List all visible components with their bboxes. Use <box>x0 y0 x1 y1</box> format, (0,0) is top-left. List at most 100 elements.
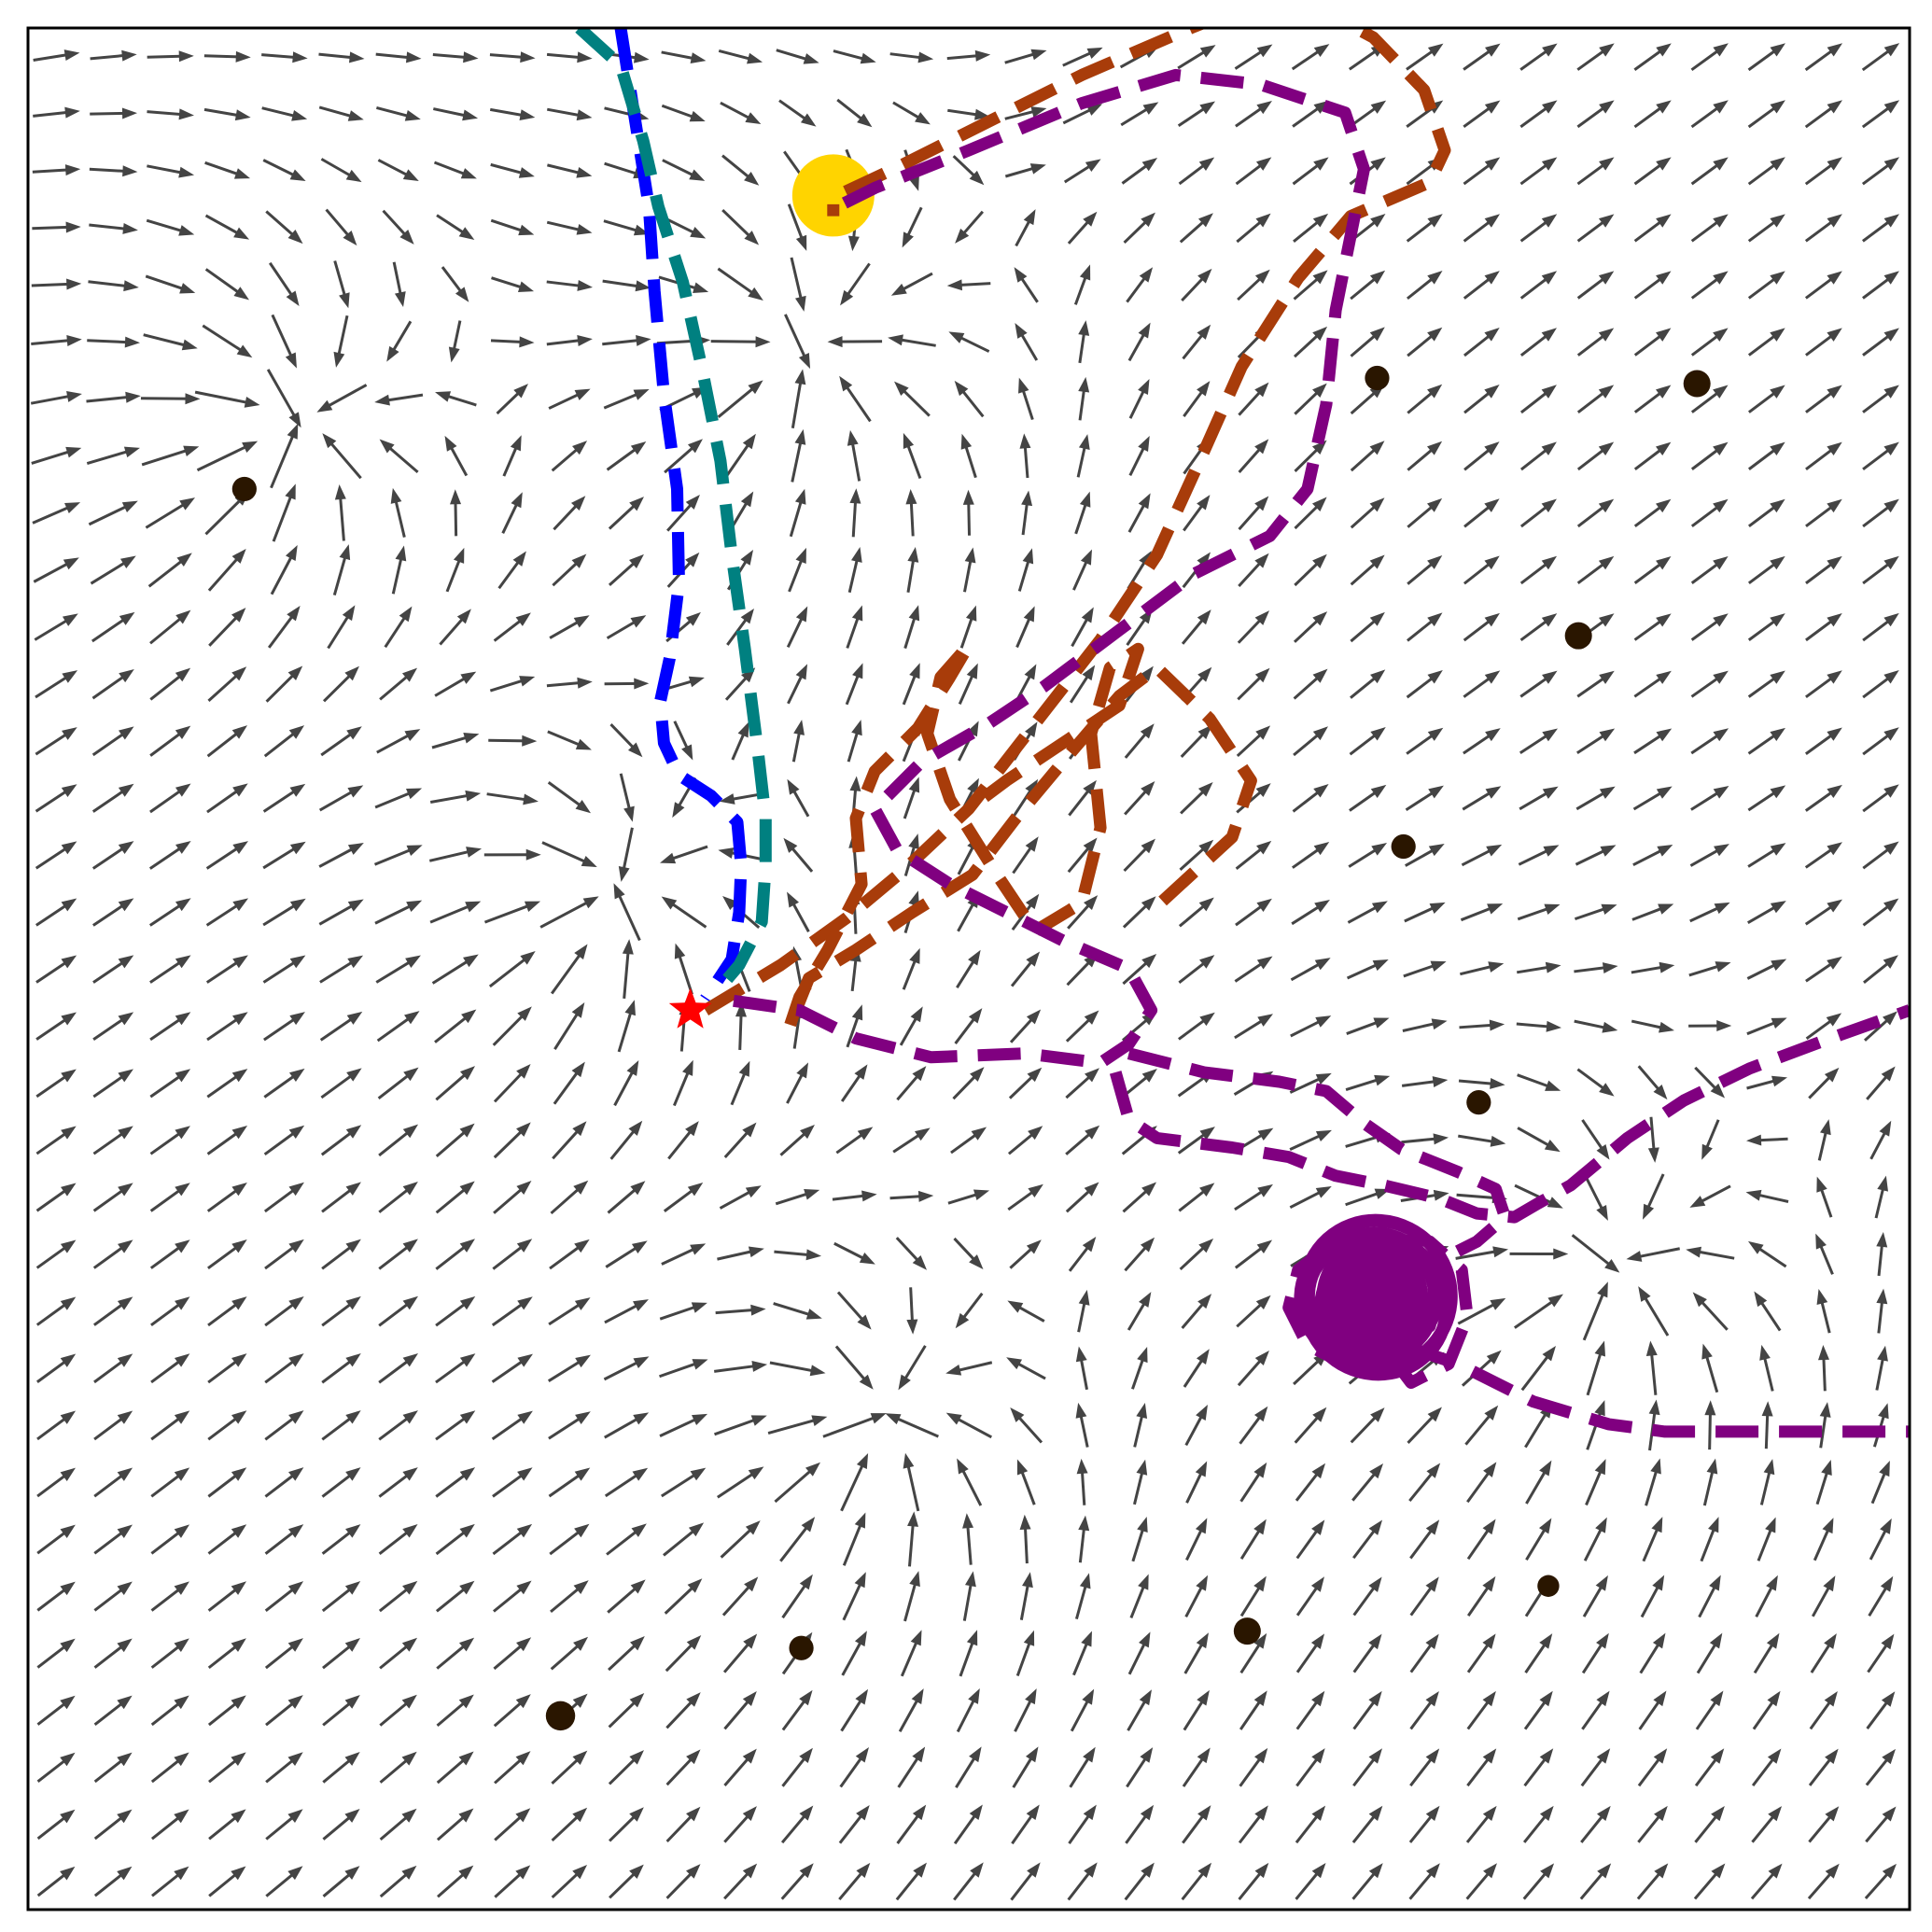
quiver-arrow <box>1239 1462 1267 1503</box>
quiver-arrow <box>547 163 593 178</box>
quiver-arrow <box>1576 328 1615 357</box>
quiver-arrow <box>30 391 82 405</box>
quiver-arrow <box>1582 1281 1608 1341</box>
quiver-arrow <box>889 1190 934 1202</box>
quiver-arrow <box>1747 670 1785 698</box>
quiver-arrow <box>1067 1862 1098 1901</box>
quiver-arrow <box>1069 1746 1096 1788</box>
obstacle-dot <box>1564 622 1592 650</box>
quiver-arrow <box>888 334 936 347</box>
quiver-arrow <box>666 494 700 532</box>
quiver-arrow <box>1747 901 1786 925</box>
quiver-arrow <box>207 1410 247 1441</box>
quiver-arrow <box>1759 1344 1774 1392</box>
quiver-arrow <box>1234 956 1273 983</box>
quiver-arrow <box>1862 214 1900 243</box>
quiver-arrow <box>1576 214 1615 243</box>
quiver-arrow <box>847 720 862 763</box>
quiver-arrow <box>1690 43 1729 72</box>
quiver-arrow <box>895 1237 928 1270</box>
quiver-arrow <box>550 1180 589 1215</box>
quiver-arrow <box>1019 1514 1031 1564</box>
quiver-arrow <box>1181 609 1211 645</box>
quiver-arrow <box>1065 1182 1099 1213</box>
quiver-arrow <box>1626 1247 1680 1262</box>
quiver-arrow <box>1519 43 1558 71</box>
quiver-arrow <box>1077 1289 1090 1333</box>
quiver-arrow <box>549 1239 590 1270</box>
quiver-arrow <box>203 107 251 121</box>
quiver-arrow <box>87 336 141 348</box>
quiver-arrow <box>1458 1077 1505 1089</box>
quiver-arrow <box>1582 1575 1608 1617</box>
quiver-arrow <box>86 446 140 465</box>
quiver-arrow <box>608 1636 645 1672</box>
quiver-arrow <box>1647 1116 1659 1163</box>
quiver-arrow <box>717 1246 764 1261</box>
quiver-arrow <box>491 1410 533 1441</box>
quiver-arrow <box>1865 1806 1897 1843</box>
quiver-arrow <box>1869 1120 1892 1160</box>
quiver-arrow <box>603 389 650 410</box>
quiver-arrow <box>1350 270 1386 301</box>
quiver-arrow <box>552 1121 587 1160</box>
quiver-arrow <box>547 781 592 814</box>
quiver-arrow <box>604 1299 649 1324</box>
quiver-arrow <box>721 1576 759 1617</box>
quiver-arrow <box>604 678 650 690</box>
quiver-arrow <box>1019 1572 1033 1620</box>
quiver-arrow <box>606 441 647 471</box>
quiver-arrow <box>1692 1292 1729 1331</box>
quiver-arrow <box>262 955 306 984</box>
quiver-arrow <box>1466 1690 1496 1730</box>
quiver-arrow <box>1007 1300 1045 1323</box>
quiver-arrow <box>1455 1246 1509 1260</box>
quiver-arrow <box>1235 898 1272 927</box>
quiver-arrow <box>207 1296 247 1327</box>
quiver-arrow <box>322 1694 360 1727</box>
quiver-arrow <box>92 1012 134 1042</box>
quiver-arrow <box>1465 1863 1497 1900</box>
quiver-arrow <box>1862 271 1899 300</box>
quiver-arrow <box>1747 843 1786 868</box>
quiver-arrow <box>1293 270 1328 301</box>
quiver-arrow <box>1133 1459 1148 1505</box>
quiver-arrow <box>1294 383 1327 415</box>
quiver-arrow <box>1178 1012 1215 1041</box>
quiver-arrow <box>150 1638 189 1669</box>
quiver-arrow <box>376 1011 420 1043</box>
quiver-arrow <box>93 1695 133 1726</box>
quiver-arrow <box>952 155 985 186</box>
quiver-arrow <box>208 1809 246 1841</box>
quiver-arrow <box>434 1009 477 1043</box>
quiver-arrow <box>436 1751 474 1785</box>
quiver-arrow <box>721 209 760 245</box>
quiver-arrow <box>1576 271 1615 300</box>
quiver-arrow <box>1078 376 1090 421</box>
quiver-arrow <box>1639 1632 1666 1674</box>
quiver-arrow <box>955 210 985 244</box>
quiver-arrow <box>608 1750 644 1785</box>
quiver-arrow <box>1876 1231 1888 1277</box>
quiver-arrow <box>1010 1862 1041 1901</box>
quiver-arrow <box>1129 1574 1149 1619</box>
quiver-arrow <box>435 1467 476 1498</box>
quiver-arrow <box>605 1240 648 1268</box>
quiver-arrow <box>1406 214 1443 243</box>
quiver-arrow <box>207 1581 247 1612</box>
quiver-arrow <box>1237 1351 1269 1387</box>
quiver-arrow <box>490 218 535 236</box>
quiver-arrow <box>549 1523 590 1556</box>
quiver-arrow <box>661 104 706 122</box>
quiver-arrow <box>945 1412 993 1439</box>
quiver-arrow <box>1761 1401 1773 1449</box>
quiver-arrow <box>1289 1186 1332 1210</box>
quiver-arrow <box>547 730 592 750</box>
quiver-arrow <box>1067 211 1098 245</box>
quiver-arrow <box>956 949 981 988</box>
quiver-arrow <box>1074 491 1091 535</box>
quiver-arrow <box>32 502 81 525</box>
quiver-arrow <box>1633 728 1673 755</box>
quiver-arrow <box>1746 1017 1787 1036</box>
quiver-arrow <box>1747 385 1785 413</box>
